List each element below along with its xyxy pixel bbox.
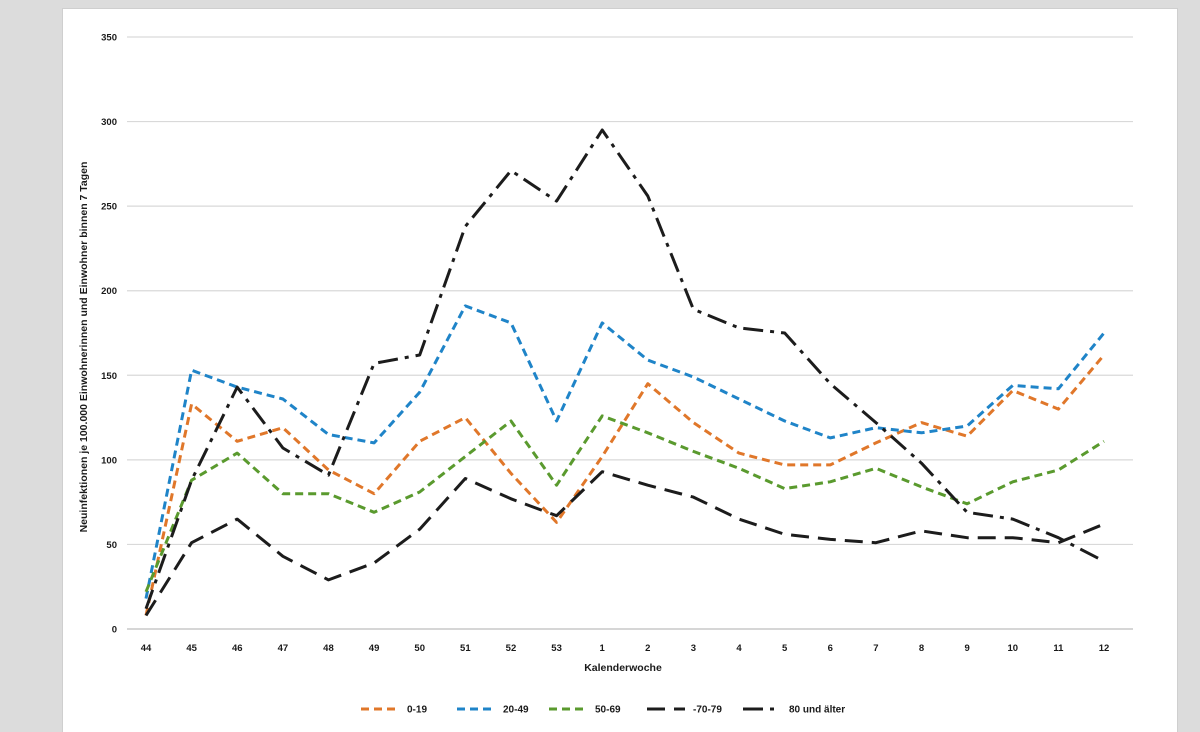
legend: 0-19 20-49 50-69 -70-79 80 und älter (361, 705, 845, 716)
series-lines (144, 128, 1106, 617)
y-tick-label: 50 (106, 540, 117, 551)
series-line-1 (144, 304, 1106, 599)
x-tick-label: 45 (186, 643, 197, 654)
legend-label: 0-19 (407, 705, 427, 716)
x-tick-label: 50 (414, 643, 425, 654)
x-tick-label: 10 (1007, 643, 1018, 654)
x-axis-title: Kalenderwoche (584, 662, 662, 674)
x-tick-label: 4 (736, 643, 742, 654)
series-line-4 (144, 128, 1105, 610)
x-tick-label: 2 (645, 643, 650, 654)
x-tick-label: 48 (323, 643, 334, 654)
y-axis-title: Neuinfektionen je 100.000 Einwohnerinnen… (78, 162, 90, 533)
x-tick-label: 3 (691, 643, 696, 654)
y-axis-ticks: 0 50 100 150 200 250 300 350 (101, 33, 117, 636)
x-tick-label: 11 (1053, 643, 1064, 654)
x-tick-label: 12 (1099, 643, 1110, 654)
x-tick-label: 51 (460, 643, 471, 654)
x-tick-label: 8 (919, 643, 924, 654)
legend-label: 80 und älter (789, 705, 845, 716)
x-tick-label: 44 (141, 643, 152, 654)
x-tick-label: 6 (828, 643, 833, 654)
y-tick-label: 0 (112, 625, 117, 636)
y-tick-label: 350 (101, 33, 117, 44)
series-line-3 (144, 470, 1105, 617)
series-line-2 (144, 414, 1105, 593)
series-line-0 (144, 354, 1106, 616)
x-tick-label: 53 (551, 643, 562, 654)
x-axis-ticks: 44 45 46 47 48 49 50 51 52 53 1 2 3 4 5 6 7 8 9 10 11 12 (141, 643, 1110, 654)
x-tick-label: 47 (278, 643, 289, 654)
x-tick-label: 52 (506, 643, 517, 654)
y-tick-label: 250 (101, 202, 117, 213)
legend-label: 50-69 (595, 705, 621, 716)
legend-label: -70-79 (693, 705, 722, 716)
x-tick-label: 1 (600, 643, 606, 654)
legend-label: 20-49 (503, 705, 529, 716)
x-tick-label: 7 (873, 643, 878, 654)
x-tick-label: 46 (232, 643, 243, 654)
x-tick-label: 49 (369, 643, 380, 654)
y-tick-label: 100 (101, 455, 117, 466)
y-tick-label: 150 (101, 371, 117, 382)
chart-panel: 0 50 100 150 200 250 300 350 44 45 46 47 48 49 50 51 52… (62, 8, 1178, 732)
gridlines (127, 36, 1133, 630)
y-tick-label: 200 (101, 286, 117, 297)
x-tick-label: 9 (964, 643, 969, 654)
y-tick-label: 300 (101, 117, 117, 128)
x-tick-label: 5 (782, 643, 788, 654)
